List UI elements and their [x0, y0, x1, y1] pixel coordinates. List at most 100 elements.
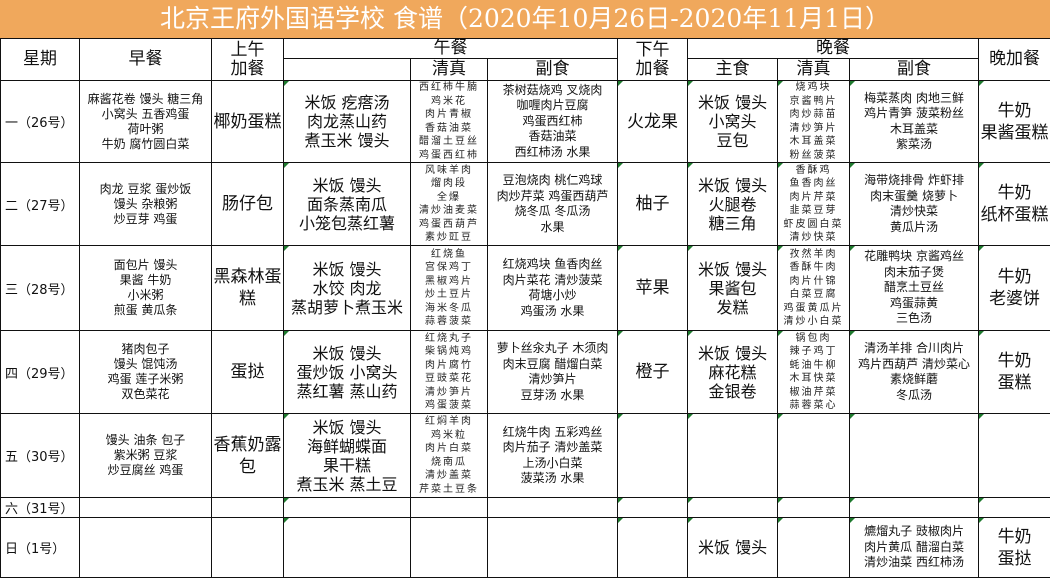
- header-dinner: 晚餐: [688, 39, 979, 59]
- cell-am-snack: [212, 498, 284, 518]
- cell-lunch-side: 萝卜丝汆丸子 木须肉 肉末豆腐 醋熘白菜 清炒笋片 豆芽汤 水果: [488, 331, 618, 414]
- cell-dinner-staple: [688, 414, 778, 498]
- cell-am-snack: 黑森林蛋 糕: [212, 246, 284, 331]
- cell-dinner-staple: 米饭 馒头 小窝头 豆包: [688, 81, 778, 163]
- header-am-snack: 上午 加餐: [212, 39, 284, 81]
- header-pm-snack: 下午 加餐: [618, 39, 688, 81]
- cell-pm-snack: [618, 414, 688, 498]
- header-lunch: 午餐: [284, 39, 618, 59]
- cell-am-snack: 香蕉奶露 包: [212, 414, 284, 498]
- menu-row: 四（29号）猪肉包子 馒头 馄饨汤 鸡蛋 莲子米粥 双色菜花蛋挞米饭 馒头 蛋炒…: [1, 331, 1050, 414]
- menu-row: 日（1号） 米饭 馒头 爊熘丸子 豉椒肉片 肉片黄瓜 醋溜白菜 清炒油菜 西红柿汤牛…: [1, 518, 1050, 578]
- menu-row: 一（26号）麻酱花卷 馒头 糖三角 小窝头 五香鸡蛋 荷叶粥 牛奶 腐竹圆白菜椰…: [1, 81, 1050, 163]
- menu-title: 北京王府外国语学校 食谱（2020年10月26日-2020年11月1日）: [0, 0, 1050, 38]
- cell-pm-snack: 橙子: [618, 331, 688, 414]
- cell-lunch-side: 茶树菇烧鸡 叉烧肉 咖喱肉片豆腐 鸡蛋西红柿 香菇油菜 西红柿汤 水果: [488, 81, 618, 163]
- cell-lunch-main: 米饭 馒头 水饺 肉龙 蒸胡萝卜煮玉米: [284, 246, 411, 331]
- cell-am-snack: 椰奶蛋糕: [212, 81, 284, 163]
- cell-lunch-main: [284, 498, 411, 518]
- cell-pm-snack: [618, 518, 688, 578]
- cell-am-snack: 肠仔包: [212, 163, 284, 246]
- cell-night-snack: 牛奶 果酱蛋糕: [979, 81, 1050, 163]
- cell-night-snack: 牛奶 蛋糕: [979, 331, 1050, 414]
- header-dinner-halal: 清真: [778, 59, 850, 81]
- cell-breakfast: 猪肉包子 馒头 馄饨汤 鸡蛋 莲子米粥 双色菜花: [80, 331, 212, 414]
- cell-lunch-halal: 红焖羊肉 鸡米粒 肉片白菜 烧南瓜 清炒盖菜 芹菜土豆条: [411, 414, 488, 498]
- cell-pm-snack: 柚子: [618, 163, 688, 246]
- cell-day: 二（27号）: [1, 163, 80, 246]
- cell-dinner-staple: 米饭 馒头 果酱包 发糕: [688, 246, 778, 331]
- cell-dinner-staple: 米饭 馒头 火腿卷 糖三角: [688, 163, 778, 246]
- header-lunch-halal: 清真: [411, 59, 488, 81]
- cell-pm-snack: [618, 498, 688, 518]
- cell-day: 日（1号）: [1, 518, 80, 578]
- header-lunch-main: [284, 59, 411, 81]
- cell-dinner-halal: 烧鸡块 京酱鸭片 肉炒蒜苗 清炒笋片 木耳盖菜 粉丝菠菜: [778, 81, 850, 163]
- cell-breakfast: [80, 498, 212, 518]
- menu-row: 五（30号）馒头 油条 包子 紫米粥 豆浆 炒豆腐丝 鸡蛋香蕉奶露 包米饭 馒头…: [1, 414, 1050, 498]
- cell-day: 一（26号）: [1, 81, 80, 163]
- cell-dinner-side: 清汤羊排 合川肉片 鸡片西葫芦 清炒菜心 素烧鲜蘑 冬瓜汤: [850, 331, 979, 414]
- cell-dinner-staple: [688, 498, 778, 518]
- cell-day: 三（28号）: [1, 246, 80, 331]
- cell-lunch-main: 米饭 疙瘩汤 肉龙蒸山药 煮玉米 馒头: [284, 81, 411, 163]
- cell-lunch-halal: 西红柿牛腩 鸡米花 肉片青椒 香菇油菜 醋溜土豆丝 鸡蛋西红柿: [411, 81, 488, 163]
- cell-dinner-side: [850, 498, 979, 518]
- cell-dinner-side: 梅菜蒸肉 肉地三鲜 鸡片青笋 菠菜粉丝 木耳盖菜 紫菜汤: [850, 81, 979, 163]
- header-lunch-side: 副食: [488, 59, 618, 81]
- cell-breakfast: 面包片 馒头 果酱 牛奶 小米粥 煎蛋 黄瓜条: [80, 246, 212, 331]
- cell-day: 六（31号）: [1, 498, 80, 518]
- cell-lunch-main: 米饭 馒头 蛋炒饭 小窝头 蒸红薯 蒸山药: [284, 331, 411, 414]
- cell-lunch-main: [284, 518, 411, 578]
- cell-night-snack: 牛奶 蛋挞: [979, 518, 1050, 578]
- cell-dinner-side: [850, 414, 979, 498]
- cell-pm-snack: 火龙果: [618, 81, 688, 163]
- cell-day: 五（30号）: [1, 414, 80, 498]
- cell-breakfast: 馒头 油条 包子 紫米粥 豆浆 炒豆腐丝 鸡蛋: [80, 414, 212, 498]
- cell-night-snack: 牛奶 纸杯蛋糕: [979, 163, 1050, 246]
- cell-am-snack: [212, 518, 284, 578]
- cell-dinner-side: 爊熘丸子 豉椒肉片 肉片黄瓜 醋溜白菜 清炒油菜 西红柿汤: [850, 518, 979, 578]
- cell-lunch-main: 米饭 馒头 海鲜蝴蝶面 果干糕 煮玉米 蒸土豆: [284, 414, 411, 498]
- cell-breakfast: 肉龙 豆浆 蛋炒饭 馒头 杂粮粥 炒豆芽 鸡蛋: [80, 163, 212, 246]
- cell-lunch-halal: [411, 498, 488, 518]
- cell-lunch-halal: 红烧鱼 宫保鸡丁 黑椒鸡片 炒土豆片 海米冬瓜 蒜蓉菠菜: [411, 246, 488, 331]
- cell-night-snack: [979, 498, 1050, 518]
- cell-breakfast: [80, 518, 212, 578]
- cell-dinner-halal: [778, 498, 850, 518]
- cell-night-snack: 牛奶 老婆饼: [979, 246, 1050, 331]
- cell-lunch-main: 米饭 馒头 面条蒸南瓜 小笼包蒸红薯: [284, 163, 411, 246]
- menu-row: 二（27号）肉龙 豆浆 蛋炒饭 馒头 杂粮粥 炒豆芽 鸡蛋肠仔包米饭 馒头 面条…: [1, 163, 1050, 246]
- header-night-snack: 晚加餐: [979, 39, 1050, 81]
- cell-lunch-side: [488, 518, 618, 578]
- menu-row: 三（28号）面包片 馒头 果酱 牛奶 小米粥 煎蛋 黄瓜条黑森林蛋 糕米饭 馒头…: [1, 246, 1050, 331]
- cell-dinner-halal: 锅包肉 辣子鸡丁 蚝油牛柳 木耳快菜 椒油芹菜 蒜蓉菜心: [778, 331, 850, 414]
- cell-lunch-side: 红烧鸡块 鱼香肉丝 肉片菜花 清炒菠菜 荷塘小炒 鸡蛋汤 水果: [488, 246, 618, 331]
- cell-lunch-side: [488, 498, 618, 518]
- cell-breakfast: 麻酱花卷 馒头 糖三角 小窝头 五香鸡蛋 荷叶粥 牛奶 腐竹圆白菜: [80, 81, 212, 163]
- cell-dinner-staple: 米饭 馒头: [688, 518, 778, 578]
- cell-dinner-side: 花雕鸭块 京酱鸡丝 肉末茄子煲 醋烹土豆丝 鸡蛋蒜黄 三色汤: [850, 246, 979, 331]
- cell-lunch-halal: [411, 518, 488, 578]
- cell-lunch-side: 红烧牛肉 五彩鸡丝 肉片茄子 清炒盖菜 上汤小白菜 菠菜汤 水果: [488, 414, 618, 498]
- cell-night-snack: [979, 414, 1050, 498]
- cell-lunch-side: 豆泡烧肉 桃仁鸡球 肉炒芹菜 鸡蛋西葫芦 烧冬瓜 冬瓜汤 水果: [488, 163, 618, 246]
- cell-dinner-side: 海带烧排骨 炸虾排 肉末蛋羹 烧萝卜 清炒快菜 黄瓜片汤: [850, 163, 979, 246]
- cell-lunch-halal: 红烧丸子 柴锅炖鸡 肉片腐竹 豆豉菜花 清炒笋片 鸡蛋菠菜: [411, 331, 488, 414]
- cell-dinner-halal: [778, 518, 850, 578]
- header-day: 星期: [1, 39, 80, 81]
- header-breakfast: 早餐: [80, 39, 212, 81]
- header-dinner-side: 副食: [850, 59, 979, 81]
- cell-lunch-halal: 风味羊肉 熘肉段 全爆 清炒油麦菜 鸡蛋西葫芦 素炒豇豆: [411, 163, 488, 246]
- menu-row: 六（31号）: [1, 498, 1050, 518]
- header-row: 星期 早餐 上午 加餐 午餐 下午 加餐 晚餐 晚加餐: [1, 39, 1050, 59]
- cell-day: 四（29号）: [1, 331, 80, 414]
- cell-dinner-halal: 孜然羊肉 香酥牛肉 肉片什锦 白菜豆腐 鸡蛋黄瓜片 清炒小白菜: [778, 246, 850, 331]
- cell-dinner-staple: 米饭 馒头 麻花糕 金银卷: [688, 331, 778, 414]
- header-dinner-staple: 主食: [688, 59, 778, 81]
- cell-am-snack: 蛋挞: [212, 331, 284, 414]
- weekly-menu-table: 星期 早餐 上午 加餐 午餐 下午 加餐 晚餐 晚加餐 清真 副食 主食 清真 …: [0, 38, 1050, 578]
- cell-dinner-halal: 香酥鸡 鱼香肉丝 肉片芹菜 韭菜豆芽 虾皮圆白菜 清炒快菜: [778, 163, 850, 246]
- cell-dinner-halal: [778, 414, 850, 498]
- cell-pm-snack: 苹果: [618, 246, 688, 331]
